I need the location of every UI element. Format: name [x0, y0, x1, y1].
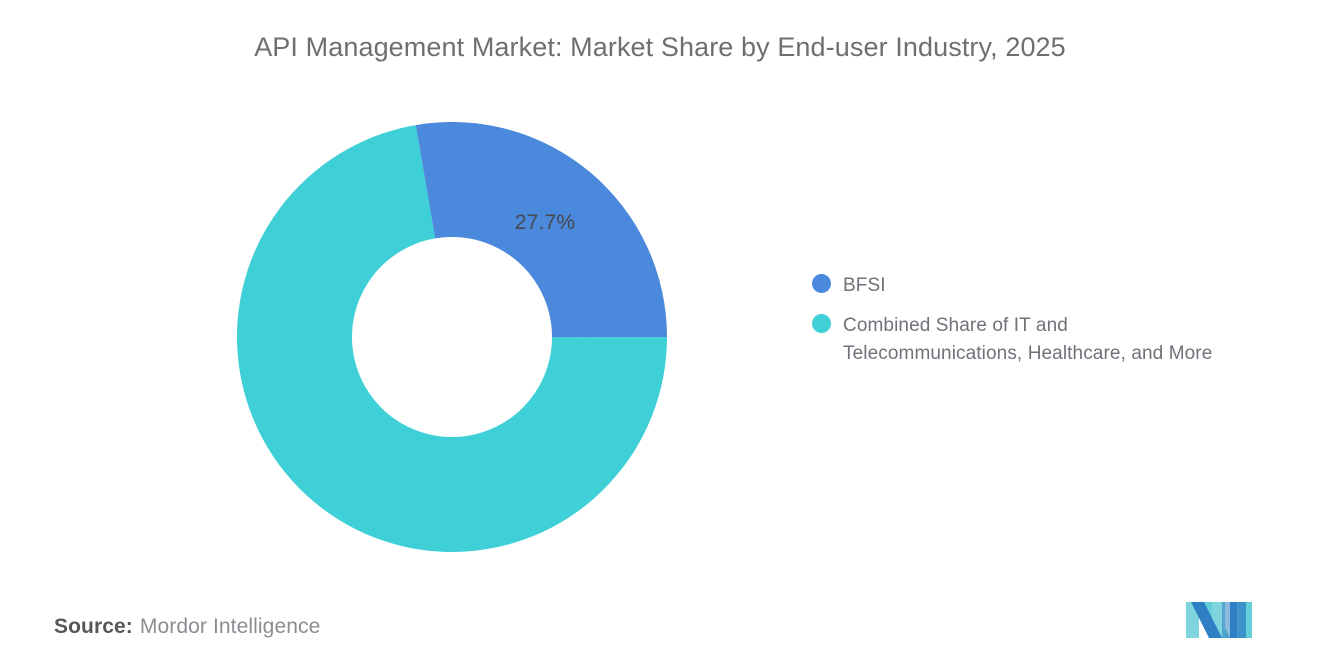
chart-title: API Management Market: Market Share by E… [254, 32, 1066, 62]
donut-hole [352, 237, 552, 437]
donut-chart [237, 122, 667, 552]
legend-item-combined-share[interactable]: Combined Share of IT and Telecommunicati… [812, 312, 1302, 368]
donut-chart-svg [237, 122, 667, 552]
donut-data-label-bfsi: 27.7% [514, 211, 576, 234]
source-value: Mordor Intelligence [139, 615, 321, 638]
chart-legend: BFSI Combined Share of IT and Telecommun… [812, 272, 1302, 380]
mordor-intelligence-logo-svg [1186, 602, 1252, 638]
legend-label-combined-share-line1: Combined Share of IT and [843, 315, 1068, 336]
legend-swatch-icon-combined-share [812, 314, 831, 333]
legend-swatch-icon-bfsi [812, 274, 831, 293]
legend-label-bfsi: BFSI [843, 275, 886, 296]
legend-label-combined-share: Combined Share of IT and Telecommunicati… [843, 312, 1212, 368]
source-label: Source: [54, 615, 133, 638]
mordor-intelligence-logo-icon [1186, 600, 1252, 640]
legend-label-combined-share-line2: Telecommunications, Healthcare, and More [843, 343, 1213, 364]
source-attribution: Source: Mordor Intelligence [54, 612, 320, 642]
legend-item-bfsi[interactable]: BFSI [812, 272, 1302, 300]
